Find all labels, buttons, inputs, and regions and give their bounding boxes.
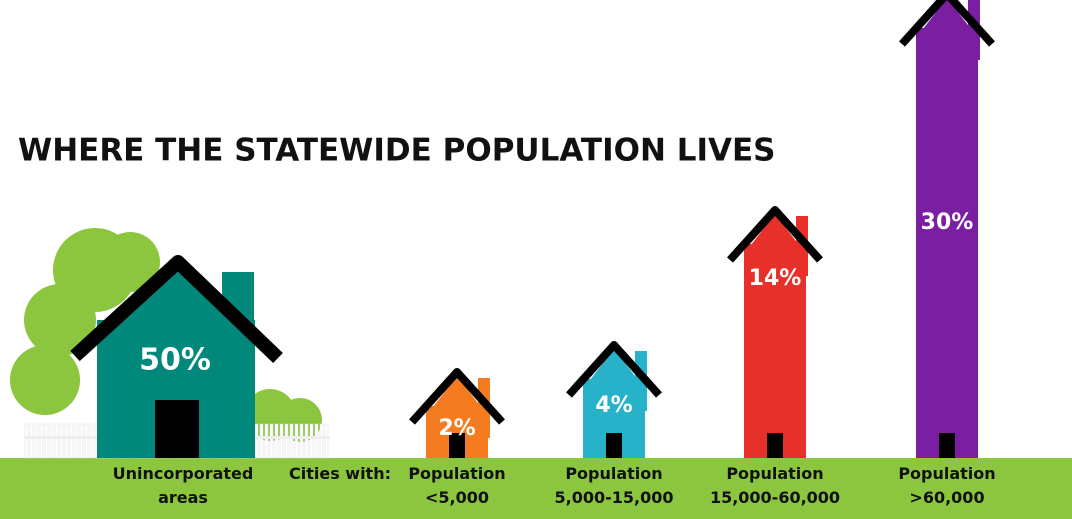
house-gable <box>583 349 645 389</box>
house <box>916 28 978 458</box>
category-label: Population 5,000-15,000 <box>554 464 674 507</box>
fence-picket <box>269 423 274 459</box>
value-label: 4% <box>595 393 632 418</box>
fence-picket <box>64 423 69 459</box>
group-label: Cities with: <box>288 464 391 483</box>
roof <box>70 255 283 364</box>
fence-picket <box>54 423 59 459</box>
fence-picket <box>74 423 79 459</box>
fence-picket <box>279 423 284 459</box>
fence-picket <box>89 423 94 459</box>
fence-picket <box>69 423 74 459</box>
door <box>449 433 465 458</box>
chart-title: WHERE THE STATEWIDE POPULATION LIVES <box>18 133 775 169</box>
fence-picket <box>84 423 89 459</box>
house <box>744 244 806 458</box>
door <box>767 433 783 458</box>
fence-picket <box>29 423 34 459</box>
fence-picket <box>299 423 304 459</box>
house-gable <box>426 376 488 416</box>
fence-picket <box>274 423 279 459</box>
category-label: Unincorporated areas <box>112 464 254 507</box>
fence-picket <box>294 423 299 459</box>
door <box>155 400 199 458</box>
fence-picket <box>284 423 289 459</box>
fence-picket <box>49 423 54 459</box>
door <box>939 433 955 458</box>
fence-picket <box>59 423 64 459</box>
fence-picket <box>79 423 84 459</box>
house-gable <box>744 214 806 254</box>
value-label: 14% <box>749 266 802 291</box>
ground <box>0 458 1072 519</box>
fence-picket <box>309 423 314 459</box>
roof <box>727 206 823 263</box>
fence-picket <box>39 423 44 459</box>
value-label: 2% <box>438 416 475 441</box>
house-gable <box>97 262 255 335</box>
door <box>606 433 622 458</box>
roof <box>409 368 505 425</box>
fence-picket <box>259 423 264 459</box>
fence-picket <box>24 423 29 459</box>
category-label: Population >60,000 <box>898 464 996 507</box>
fence-picket <box>34 423 39 459</box>
value-label: 50% <box>139 343 211 378</box>
category-label: Population 15,000-60,000 <box>709 464 841 507</box>
fence-picket <box>314 423 319 459</box>
fence-picket <box>304 423 309 459</box>
value-label: 30% <box>921 210 974 235</box>
fence-picket <box>324 423 329 459</box>
roof <box>566 341 662 398</box>
fence-picket <box>289 423 294 459</box>
category-label: Population <5,000 <box>408 464 506 507</box>
house-gable <box>916 0 978 38</box>
roof <box>899 0 995 47</box>
fence-picket <box>44 423 49 459</box>
fence-picket <box>254 423 259 459</box>
fence-picket <box>319 423 324 459</box>
fence-picket <box>264 423 269 459</box>
